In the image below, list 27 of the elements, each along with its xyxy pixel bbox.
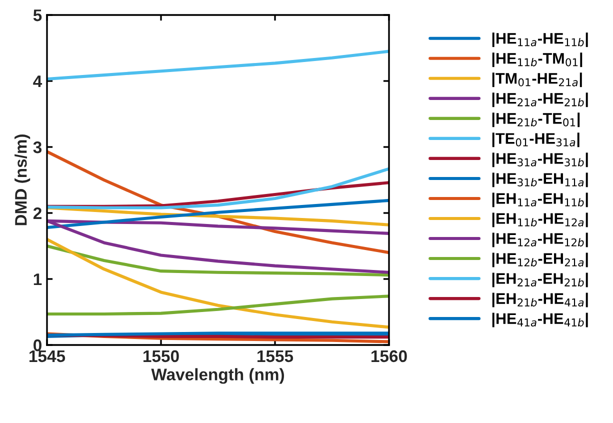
x-tick-label: 1560 — [372, 350, 407, 362]
legend-label: |EH$_{11b}$-HE$_{12a}$| — [492, 212, 588, 228]
legend-label: |HE$_{31b}$-EH$_{11a}$| — [492, 172, 588, 188]
legend-label: |HE$_{21a}$-HE$_{21b}$| — [492, 92, 588, 108]
legend-label: |HE$_{11a}$-HE$_{11b}$| — [492, 32, 588, 48]
legend-label: |HE$_{12b}$-EH$_{21a}$| — [492, 252, 588, 268]
legend-label: |EH$_{21b}$-HE$_{41a}$| — [492, 292, 588, 308]
x-tick-label: 1545 — [30, 350, 66, 362]
legend-label: |TM$_{01}$-HE$_{21a}$| — [492, 72, 582, 88]
legend-label: |HE$_{41a}$-HE$_{41b}$| — [492, 312, 588, 328]
legend-label: |EH$_{11a}$-EH$_{11b}$| — [492, 192, 588, 208]
y-tick-label: 1 — [34, 274, 42, 286]
legend-label: |HE$_{12a}$-HE$_{12b}$| — [492, 232, 588, 248]
legend-label: |EH$_{21a}$-EH$_{21b}$| — [492, 272, 588, 288]
x-tick-label: 1550 — [144, 350, 179, 362]
legend-label: |HE$_{11b}$-TM$_{01}$| — [492, 52, 582, 68]
y-axis-title: DMD (ns/m) — [14, 134, 30, 226]
y-tick-label: 5 — [33, 10, 42, 22]
x-tick-label: 1555 — [258, 350, 294, 362]
y-tick-label: 3 — [33, 141, 42, 154]
y-tick-label: 0 — [34, 339, 42, 352]
legend-label: |HE$_{21b}$-TE$_{01}$| — [492, 112, 580, 128]
y-tick-label: 4 — [33, 76, 42, 88]
legend-label: |TE$_{01}$-HE$_{31a}$| — [492, 132, 580, 148]
y-tick-label: 2 — [33, 207, 42, 220]
legend-label: |HE$_{31a}$-HE$_{31b}$| — [492, 152, 588, 168]
x-axis-title: Wavelength (nm) — [151, 368, 284, 384]
